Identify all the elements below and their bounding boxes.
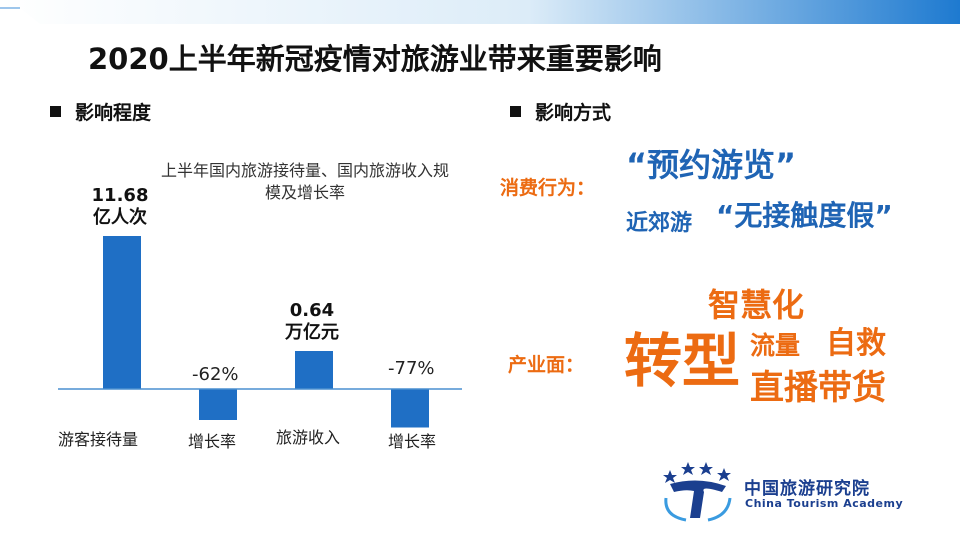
header-band [0,0,960,24]
bar-growth-revenue [391,389,429,428]
category-label-visitors: 游客接待量 [58,430,139,449]
category-label-revenue: 旅游收入 [276,428,341,447]
bar-unit-visitors: 亿人次 [93,207,147,228]
bar-value-label-revenue: 0.64 万亿元 [266,300,358,344]
reservation-tour-text: “预约游览” [626,146,797,184]
bar-revenue [295,351,333,389]
bar-value-growth-visitors: -62% [192,364,239,385]
bar-value-revenue: 0.64 [289,300,335,321]
category-label-growth-2: 增长率 [388,432,437,451]
section-heading-method: 影响方式 [510,98,611,125]
page-title: 2020上半年新冠疫情对旅游业带来重要影响 [88,42,662,76]
live-streaming-sales-text: 直播带货 [750,368,886,408]
category-label-growth-1: 增长率 [188,432,237,451]
nearby-tour-text: 近郊游 [626,211,693,236]
bar-unit-revenue: 万亿元 [285,322,339,343]
bar-value-label-visitors: 11.68 亿人次 [74,185,166,229]
contactless-vacation-text: “无接触度假” [716,199,893,232]
self-rescue-text: 自救 [826,326,886,361]
section-heading-degree-label: 影响程度 [75,102,152,124]
consumer-behavior-label: 消费行为： [500,177,596,199]
chart-title: 上半年国内旅游接待量、国内旅游收入规模及增长率 [160,161,449,202]
section-heading-degree: 影响程度 [50,98,151,125]
bar-growth-visitors [199,389,237,420]
traffic-text: 流量 [750,331,801,360]
bullet-square-icon [510,106,521,117]
academy-name-en: China Tourism Academy [745,497,904,510]
bullet-square-icon [50,106,61,117]
transformation-text: 转型 [624,327,741,395]
academy-logo-icon [663,462,732,522]
bar-value-growth-revenue: -77% [388,358,435,379]
academy-name-cn: 中国旅游研究院 [744,479,870,499]
industry-label: 产业面： [508,354,585,376]
section-heading-method-label: 影响方式 [535,102,612,124]
bar-value-visitors: 11.68 [91,185,149,206]
smart-text: 智慧化 [708,286,805,324]
bar-visitors [103,236,141,389]
